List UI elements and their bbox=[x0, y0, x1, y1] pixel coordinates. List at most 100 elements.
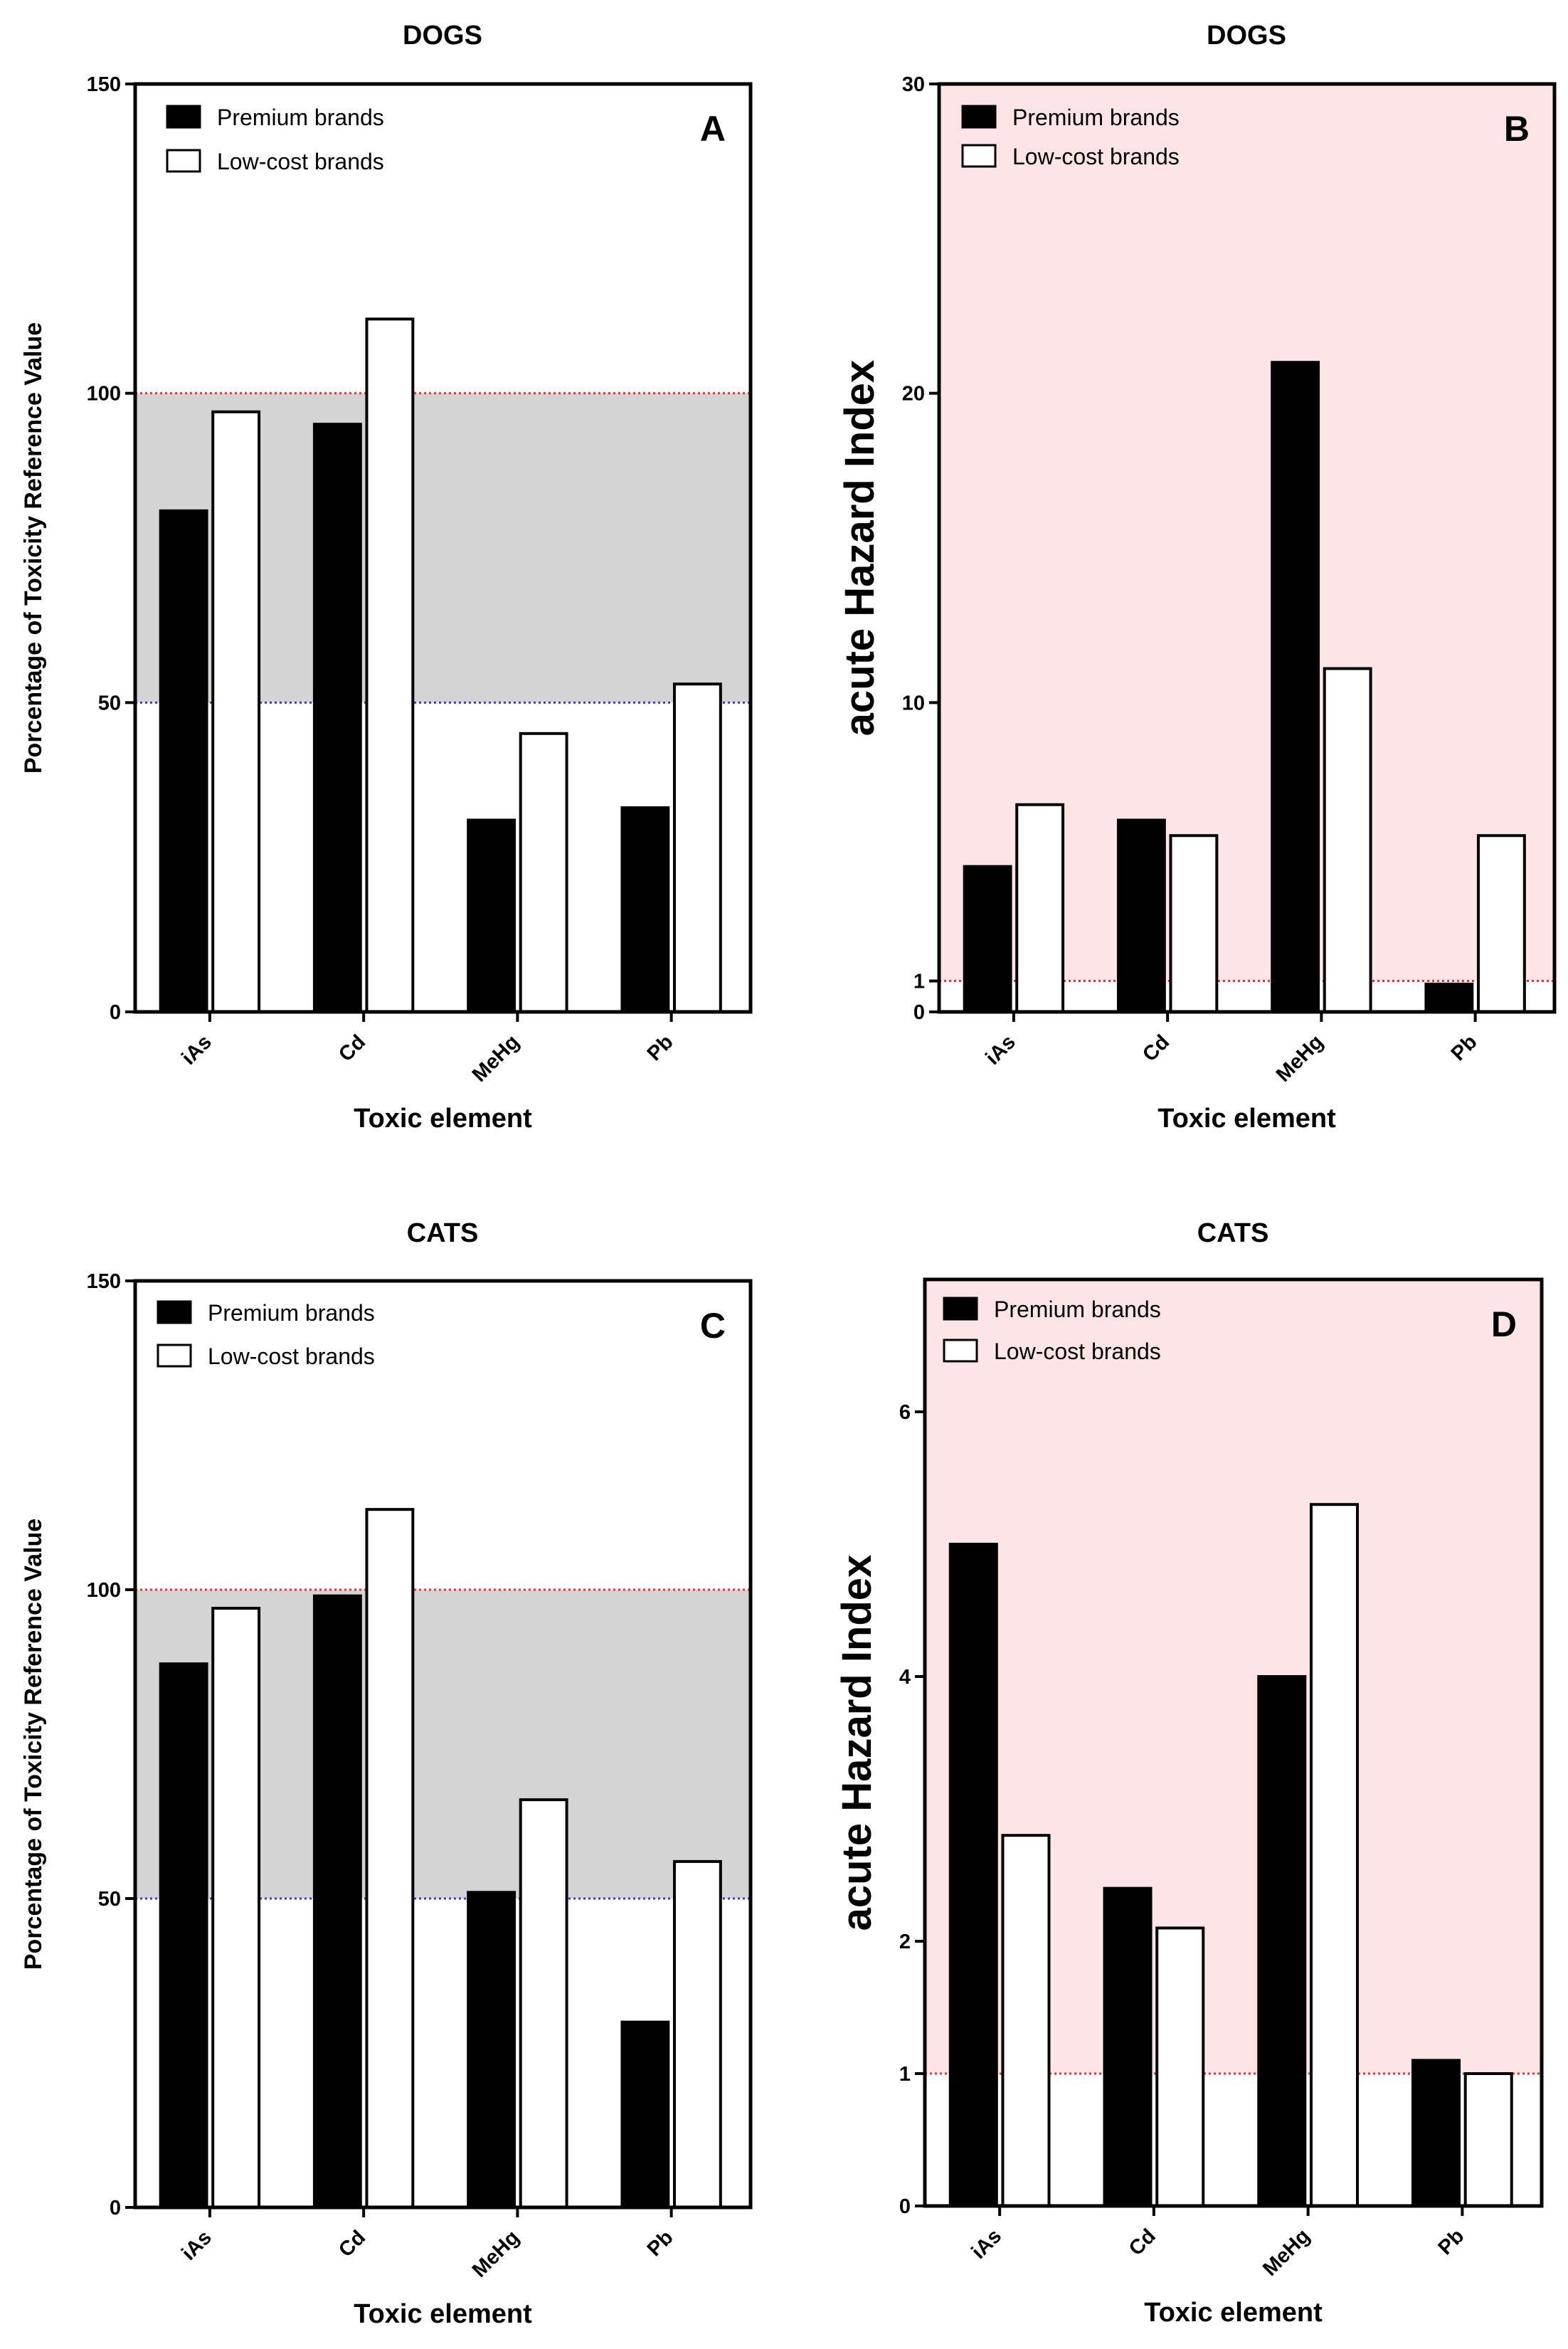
y-tick-label: 50 bbox=[98, 692, 121, 714]
x-axis-label: Toxic element bbox=[1144, 2298, 1323, 2328]
bar-premium-brandspb bbox=[620, 806, 670, 1013]
chart-panel-d: iAs Cd MeHg Pb 0 1 2 4 6 CATS D Toxic element acute … bbox=[834, 1218, 1544, 2328]
y-tick-label: 4 bbox=[899, 1666, 911, 1689]
bar-premium-brandsmehg bbox=[1271, 361, 1320, 1013]
legend-swatch bbox=[157, 1300, 192, 1324]
y-tick-label: 30 bbox=[902, 73, 925, 96]
chart-title: CATS bbox=[1197, 1218, 1269, 1248]
legend-swatch bbox=[943, 1297, 978, 1321]
y-tick-label: 100 bbox=[87, 1579, 121, 1602]
x-axis-label: Toxic element bbox=[354, 1104, 532, 1134]
y-tick-label: 1 bbox=[913, 971, 925, 993]
x-tick-label: iAs bbox=[981, 1030, 1020, 1070]
x-tick-label: Pb bbox=[643, 2226, 678, 2261]
chart-panel-a: iAs Cd MeHg Pb 0 50 100 150 DOGS A Toxic element Po… bbox=[20, 21, 753, 1134]
x-tick-label: Cd bbox=[334, 2226, 370, 2261]
x-tick-label: Pb bbox=[643, 1030, 678, 1065]
x-tick-label: Pb bbox=[1434, 2224, 1468, 2259]
legend-swatch bbox=[166, 105, 201, 129]
bar-low-cost-brandsias bbox=[211, 410, 261, 1013]
bar-premium-brandscd bbox=[312, 1594, 362, 2209]
bar-low-cost-brandscd bbox=[365, 317, 415, 1013]
legend-label: Premium brands bbox=[994, 1297, 1161, 1322]
legend-swatch bbox=[961, 105, 997, 129]
legend-swatch bbox=[166, 149, 201, 173]
legend-label: Low-cost brands bbox=[208, 1344, 375, 1369]
bar-premium-brandsmehg bbox=[1257, 1675, 1307, 2207]
chart-title: CATS bbox=[407, 1218, 479, 1248]
legend-swatch bbox=[961, 144, 997, 168]
legend-label: Premium brands bbox=[1012, 105, 1180, 130]
y-tick-label: 150 bbox=[87, 73, 121, 96]
plot-frame bbox=[133, 82, 753, 1014]
panel-label: A bbox=[700, 109, 726, 149]
plot-frame bbox=[937, 82, 1557, 1014]
chart-title: DOGS bbox=[403, 21, 482, 51]
y-tick-label: 150 bbox=[87, 1270, 121, 1293]
x-tick-label: MeHg bbox=[1259, 2224, 1314, 2280]
legend-label: Low-cost brands bbox=[217, 149, 384, 174]
bar-low-cost-brandsmehg bbox=[519, 732, 568, 1014]
y-tick-label: 20 bbox=[902, 383, 925, 406]
y-tick-label: 0 bbox=[913, 1001, 925, 1024]
x-tick-label: Pb bbox=[1447, 1030, 1482, 1065]
legend-label: Premium brands bbox=[217, 105, 384, 130]
bar-premium-brandscd bbox=[1103, 1886, 1153, 2208]
x-tick-label: Cd bbox=[334, 1030, 370, 1066]
bar-low-cost-brandsias bbox=[1015, 803, 1065, 1013]
legend-label: Premium brands bbox=[208, 1300, 375, 1326]
bar-premium-brandspb bbox=[1424, 982, 1474, 1014]
bar-premium-brandsmehg bbox=[467, 818, 517, 1014]
x-tick-label: MeHg bbox=[1272, 1030, 1328, 1086]
plot-frame bbox=[923, 1277, 1544, 2208]
panel-label: B bbox=[1504, 109, 1530, 149]
x-tick-label: iAs bbox=[968, 2224, 1007, 2264]
y-tick-label: 0 bbox=[110, 2197, 121, 2219]
y-axis-label: acute Hazard Index bbox=[837, 360, 883, 737]
bar-low-cost-brandscd bbox=[365, 1508, 415, 2209]
y-tick-label: 6 bbox=[899, 1401, 911, 1424]
plot-frame bbox=[133, 1279, 753, 2210]
bar-premium-brandsias bbox=[963, 865, 1012, 1013]
y-tick-label: 10 bbox=[902, 692, 925, 714]
chart-title: DOGS bbox=[1207, 21, 1286, 51]
bar-low-cost-brandspb bbox=[672, 1859, 722, 2209]
panel-label: C bbox=[700, 1306, 726, 1346]
y-axis-label: Porcentage of Toxicity Reference Value bbox=[20, 1519, 47, 1970]
bar-low-cost-brandspb bbox=[1463, 2072, 1513, 2207]
y-tick-label: 0 bbox=[899, 2195, 911, 2218]
y-tick-label: 0 bbox=[110, 1001, 121, 1024]
bar-low-cost-brandsias bbox=[1001, 1834, 1051, 2207]
bar-premium-brandsias bbox=[159, 1662, 208, 2209]
bar-low-cost-brandsias bbox=[211, 1607, 261, 2210]
y-axis-label: Porcentage of Toxicity Reference Value bbox=[20, 322, 47, 774]
chart-panel-c: iAs Cd MeHg Pb 0 50 100 150 CATS C Toxic element Po… bbox=[20, 1218, 753, 2329]
x-tick-label: Cd bbox=[1138, 1030, 1174, 1066]
bar-low-cost-brandsmehg bbox=[1323, 667, 1372, 1014]
x-tick-label: Cd bbox=[1125, 2224, 1160, 2260]
legend-label: Low-cost brands bbox=[1012, 144, 1180, 169]
bar-premium-brandsias bbox=[948, 1543, 998, 2207]
x-tick-label: iAs bbox=[177, 1030, 216, 1070]
legend-swatch bbox=[157, 1344, 192, 1368]
bar-low-cost-brandsmehg bbox=[1309, 1503, 1359, 2207]
bar-premium-brandspb bbox=[1411, 2059, 1461, 2207]
bar-low-cost-brandscd bbox=[1155, 1926, 1205, 2207]
x-tick-label: MeHg bbox=[468, 1030, 524, 1086]
panel-label: D bbox=[1491, 1304, 1517, 1344]
bar-premium-brandscd bbox=[1116, 818, 1166, 1014]
x-axis-label: Toxic element bbox=[354, 2299, 532, 2329]
y-tick-label: 1 bbox=[899, 2063, 911, 2086]
y-tick-label: 2 bbox=[899, 1931, 911, 1953]
bar-premium-brandspb bbox=[620, 2020, 670, 2210]
y-tick-label: 50 bbox=[98, 1888, 121, 1911]
x-axis-label: Toxic element bbox=[1158, 1104, 1336, 1134]
bar-low-cost-brandsmehg bbox=[519, 1798, 568, 2210]
bar-low-cost-brandspb bbox=[1476, 834, 1526, 1013]
bar-low-cost-brandspb bbox=[672, 682, 722, 1014]
bar-premium-brandsias bbox=[159, 509, 208, 1013]
legend-label: Low-cost brands bbox=[994, 1339, 1161, 1364]
y-tick-label: 100 bbox=[87, 383, 121, 406]
legend-swatch bbox=[943, 1339, 978, 1363]
